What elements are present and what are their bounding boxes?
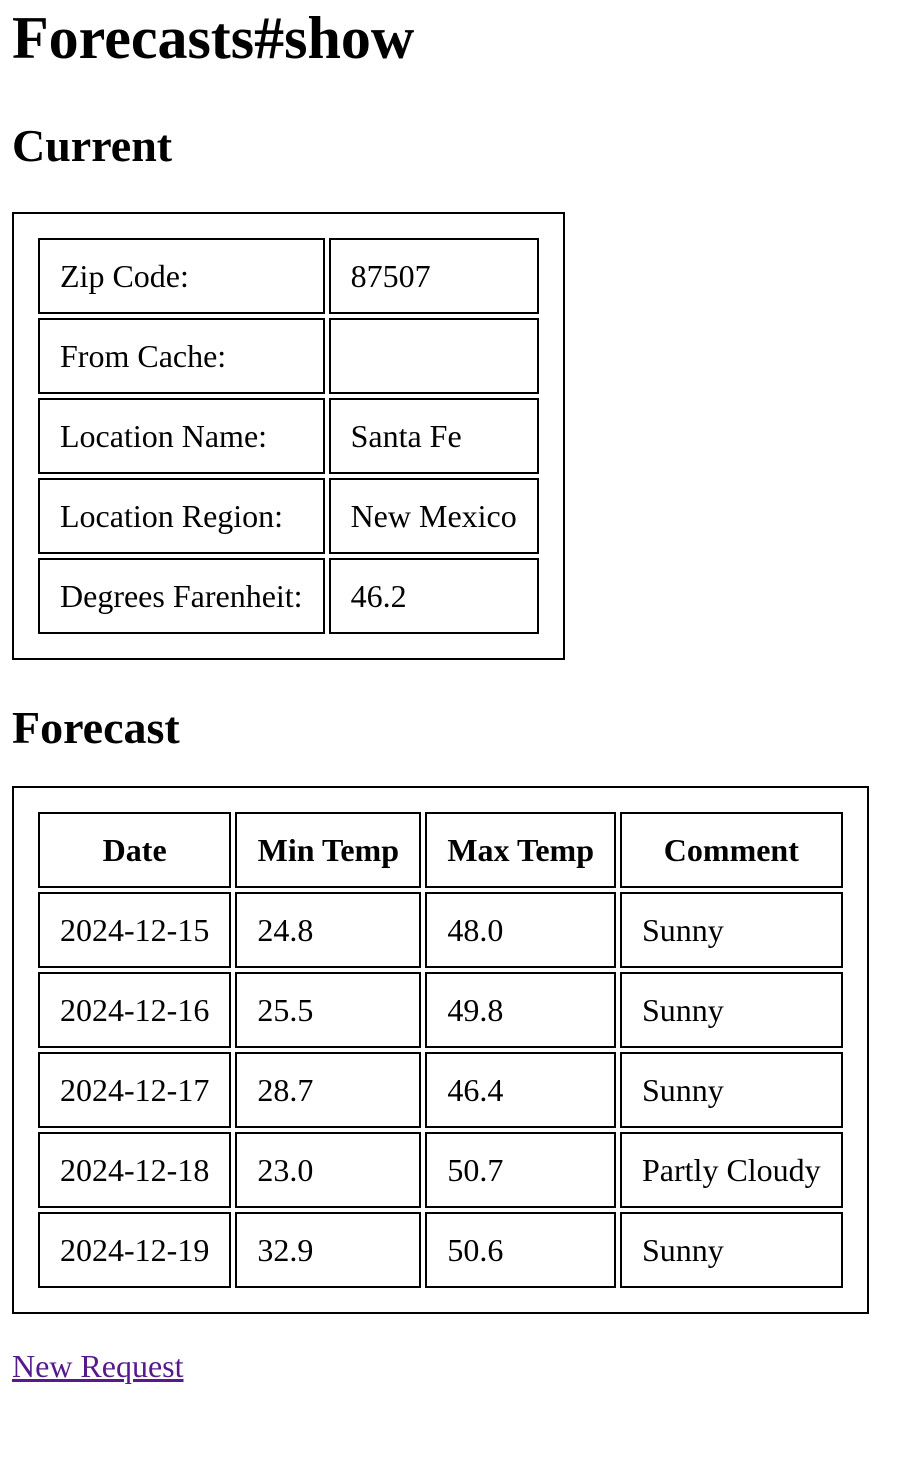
table-row: Location Region: New Mexico — [38, 478, 539, 554]
min-temp-cell: 32.9 — [235, 1212, 422, 1288]
forecast-heading: Forecast — [12, 702, 180, 753]
page: Forecasts#show Current Zip Code: 87507 F… — [12, 5, 906, 1385]
comment-cell: Sunny — [620, 1052, 843, 1128]
max-temp-cell: 50.7 — [425, 1132, 616, 1208]
table-header-row: Date Min Temp Max Temp Comment — [38, 812, 843, 888]
max-temp-cell: 49.8 — [425, 972, 616, 1048]
from-cache-value — [328, 318, 539, 394]
table-row: From Cache: — [38, 318, 539, 394]
date-cell: 2024-12-15 — [38, 892, 232, 968]
current-table: Zip Code: 87507 From Cache: Location Nam… — [12, 212, 565, 660]
location-name-label: Location Name: — [38, 398, 325, 474]
min-temp-cell: 28.7 — [235, 1052, 422, 1128]
from-cache-label: From Cache: — [38, 318, 325, 394]
date-cell: 2024-12-19 — [38, 1212, 232, 1288]
table-row: Degrees Farenheit: 46.2 — [38, 558, 539, 634]
degrees-farenheit-label: Degrees Farenheit: — [38, 558, 325, 634]
current-heading: Current — [12, 120, 173, 171]
table-row: 2024-12-15 24.8 48.0 Sunny — [38, 892, 843, 968]
location-region-value: New Mexico — [328, 478, 539, 554]
max-temp-cell: 48.0 — [425, 892, 616, 968]
degrees-farenheit-value: 46.2 — [328, 558, 539, 634]
table-row: Zip Code: 87507 — [38, 238, 539, 314]
page-title: Forecasts#show — [12, 5, 415, 71]
new-request-link[interactable]: New Request — [12, 1348, 184, 1384]
comment-cell: Sunny — [620, 892, 843, 968]
table-row: 2024-12-16 25.5 49.8 Sunny — [38, 972, 843, 1048]
table-row: 2024-12-17 28.7 46.4 Sunny — [38, 1052, 843, 1128]
max-temp-cell: 50.6 — [425, 1212, 616, 1288]
date-cell: 2024-12-18 — [38, 1132, 232, 1208]
table-row: 2024-12-18 23.0 50.7 Partly Cloudy — [38, 1132, 843, 1208]
link-row: New Request — [12, 1348, 906, 1385]
comment-cell: Partly Cloudy — [620, 1132, 843, 1208]
min-temp-cell: 24.8 — [235, 892, 422, 968]
table-row: Location Name: Santa Fe — [38, 398, 539, 474]
date-cell: 2024-12-17 — [38, 1052, 232, 1128]
min-temp-cell: 23.0 — [235, 1132, 422, 1208]
column-header-comment: Comment — [620, 812, 843, 888]
forecast-table: Date Min Temp Max Temp Comment 2024-12-1… — [12, 786, 869, 1314]
column-header-date: Date — [38, 812, 232, 888]
comment-cell: Sunny — [620, 972, 843, 1048]
zip-code-value: 87507 — [328, 238, 539, 314]
min-temp-cell: 25.5 — [235, 972, 422, 1048]
location-name-value: Santa Fe — [328, 398, 539, 474]
table-row: 2024-12-19 32.9 50.6 Sunny — [38, 1212, 843, 1288]
date-cell: 2024-12-16 — [38, 972, 232, 1048]
column-header-max-temp: Max Temp — [425, 812, 616, 888]
zip-code-label: Zip Code: — [38, 238, 325, 314]
comment-cell: Sunny — [620, 1212, 843, 1288]
column-header-min-temp: Min Temp — [235, 812, 422, 888]
max-temp-cell: 46.4 — [425, 1052, 616, 1128]
location-region-label: Location Region: — [38, 478, 325, 554]
